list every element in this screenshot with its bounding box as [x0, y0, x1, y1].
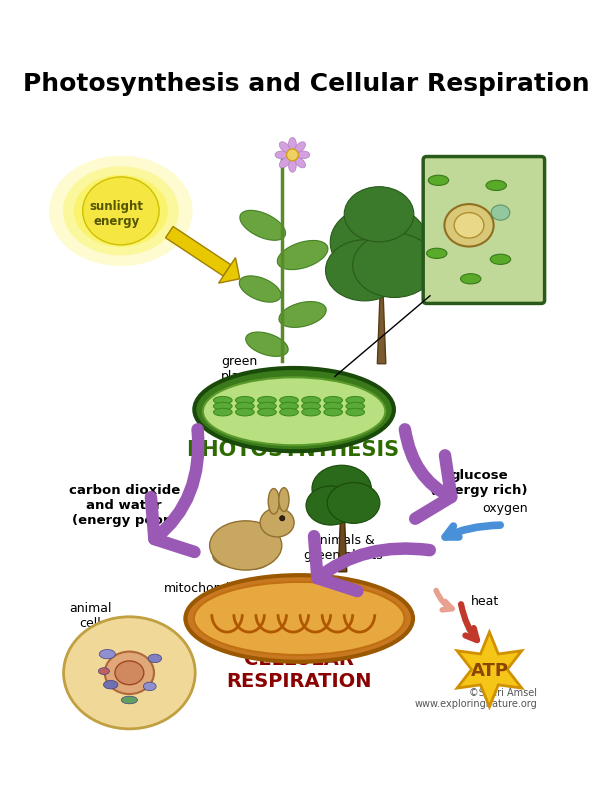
- Ellipse shape: [103, 680, 118, 689]
- Text: ©Sheri Amsel
www.exploringnature.org: ©Sheri Amsel www.exploringnature.org: [414, 687, 537, 710]
- Text: green
plants: green plants: [220, 356, 259, 383]
- Polygon shape: [457, 632, 522, 706]
- Text: glucose
(energy rich): glucose (energy rich): [430, 469, 528, 497]
- Ellipse shape: [63, 166, 179, 256]
- Ellipse shape: [279, 142, 290, 152]
- Circle shape: [286, 149, 299, 161]
- Text: mitochondrion: mitochondrion: [164, 581, 255, 595]
- Ellipse shape: [236, 409, 254, 416]
- Ellipse shape: [121, 696, 138, 704]
- Ellipse shape: [203, 377, 386, 445]
- Ellipse shape: [194, 582, 405, 655]
- Ellipse shape: [245, 332, 288, 356]
- Ellipse shape: [99, 649, 116, 659]
- Ellipse shape: [346, 402, 365, 410]
- Ellipse shape: [454, 212, 484, 238]
- Ellipse shape: [461, 274, 481, 284]
- FancyBboxPatch shape: [423, 157, 545, 303]
- Ellipse shape: [427, 248, 447, 258]
- Ellipse shape: [244, 556, 269, 569]
- Text: heat: heat: [471, 595, 499, 608]
- Ellipse shape: [214, 402, 232, 410]
- Ellipse shape: [312, 465, 371, 512]
- Ellipse shape: [295, 158, 305, 168]
- Ellipse shape: [260, 508, 294, 537]
- Ellipse shape: [74, 175, 168, 247]
- Ellipse shape: [210, 521, 282, 570]
- Ellipse shape: [239, 276, 281, 303]
- Ellipse shape: [49, 156, 193, 266]
- Ellipse shape: [326, 240, 404, 301]
- Ellipse shape: [236, 402, 254, 410]
- Ellipse shape: [143, 682, 156, 691]
- Ellipse shape: [195, 368, 394, 451]
- Ellipse shape: [344, 187, 414, 242]
- Text: oxygen: oxygen: [482, 502, 528, 515]
- Ellipse shape: [486, 181, 506, 191]
- Ellipse shape: [444, 204, 494, 246]
- Text: CELLULAR
RESPIRATION: CELLULAR RESPIRATION: [226, 650, 372, 691]
- Ellipse shape: [324, 402, 343, 410]
- Text: ATP: ATP: [471, 662, 509, 680]
- Ellipse shape: [289, 159, 296, 172]
- Ellipse shape: [302, 397, 321, 404]
- Ellipse shape: [83, 177, 159, 245]
- Ellipse shape: [280, 397, 299, 404]
- Ellipse shape: [236, 397, 254, 404]
- Ellipse shape: [302, 402, 321, 410]
- Text: plant cell: plant cell: [455, 163, 513, 177]
- Ellipse shape: [64, 617, 195, 729]
- Ellipse shape: [185, 575, 413, 662]
- Ellipse shape: [353, 233, 436, 298]
- Ellipse shape: [280, 402, 299, 410]
- Ellipse shape: [105, 652, 154, 694]
- Text: animal
cell: animal cell: [69, 603, 111, 630]
- Ellipse shape: [277, 241, 328, 269]
- Ellipse shape: [213, 551, 239, 566]
- Ellipse shape: [297, 151, 310, 158]
- Ellipse shape: [115, 661, 144, 685]
- Ellipse shape: [214, 397, 232, 404]
- Ellipse shape: [490, 254, 510, 265]
- Text: sunlight
energy: sunlight energy: [89, 200, 144, 228]
- Ellipse shape: [258, 402, 276, 410]
- Ellipse shape: [346, 409, 365, 416]
- Ellipse shape: [258, 397, 276, 404]
- Polygon shape: [338, 510, 347, 572]
- Ellipse shape: [491, 205, 510, 220]
- Ellipse shape: [99, 668, 110, 675]
- Ellipse shape: [295, 142, 305, 152]
- Ellipse shape: [279, 488, 289, 512]
- Ellipse shape: [148, 654, 162, 663]
- Ellipse shape: [306, 486, 355, 525]
- Ellipse shape: [240, 211, 286, 240]
- Text: animals &
green plants: animals & green plants: [304, 534, 382, 562]
- Ellipse shape: [346, 397, 365, 404]
- Ellipse shape: [279, 158, 290, 168]
- Ellipse shape: [289, 138, 296, 150]
- Ellipse shape: [258, 409, 276, 416]
- Ellipse shape: [327, 482, 380, 524]
- Ellipse shape: [275, 151, 288, 158]
- Ellipse shape: [324, 409, 343, 416]
- Ellipse shape: [330, 205, 428, 280]
- Ellipse shape: [214, 409, 232, 416]
- Text: Photosynthesis and Cellular Respiration: Photosynthesis and Cellular Respiration: [23, 71, 589, 96]
- Text: carbon dioxide
and water
(energy poor): carbon dioxide and water (energy poor): [69, 485, 180, 527]
- Polygon shape: [218, 257, 240, 283]
- Polygon shape: [165, 227, 231, 276]
- Text: PHOTOSYNTHESIS: PHOTOSYNTHESIS: [186, 440, 399, 460]
- Circle shape: [280, 516, 285, 521]
- Text: chloroplast: chloroplast: [302, 383, 371, 395]
- Ellipse shape: [279, 302, 326, 327]
- Ellipse shape: [428, 175, 449, 185]
- Ellipse shape: [280, 409, 299, 416]
- Ellipse shape: [324, 397, 343, 404]
- Ellipse shape: [302, 409, 321, 416]
- Ellipse shape: [268, 489, 279, 514]
- Polygon shape: [378, 276, 386, 364]
